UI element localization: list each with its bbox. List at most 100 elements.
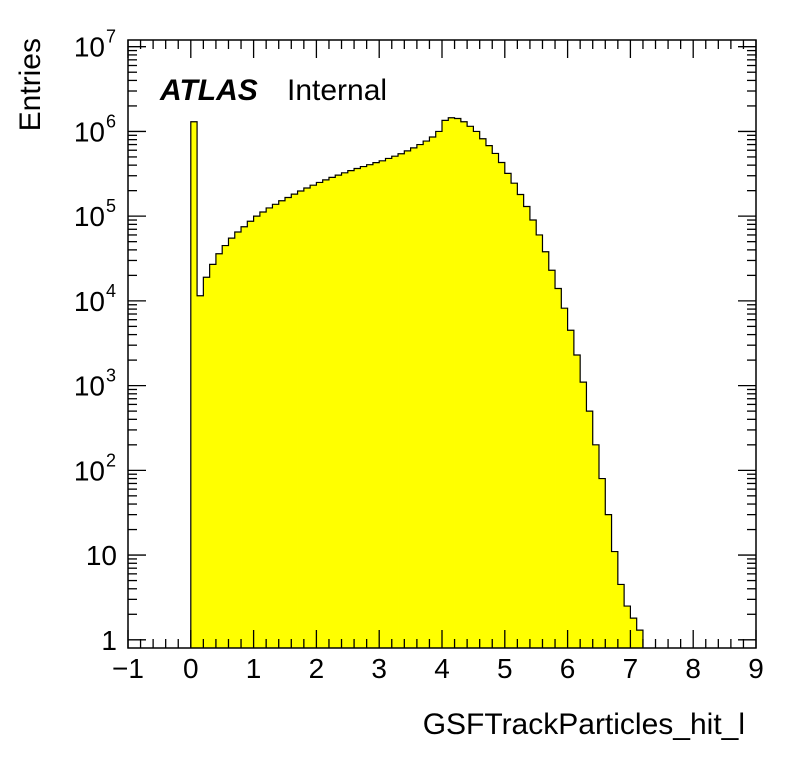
- x-tick-label: −1: [112, 653, 144, 684]
- histogram-bin: [448, 117, 455, 648]
- y-tick-base: 10: [74, 201, 105, 232]
- histogram-bin: [479, 138, 487, 648]
- histogram-bin: [222, 245, 229, 648]
- histogram-bin: [404, 150, 411, 648]
- histogram-bin: [599, 478, 606, 648]
- y-tick-label: 10: [86, 540, 117, 571]
- histogram-bin: [209, 264, 217, 648]
- x-tick-labels: −1 0 1 2 3 4 5 6 7 8 9: [112, 653, 764, 684]
- histogram-bin: [278, 200, 286, 649]
- histogram-bin: [247, 221, 254, 648]
- histogram-bin: [636, 630, 644, 648]
- histogram-bin: [259, 211, 267, 648]
- y-tick-label: 1: [101, 625, 117, 656]
- axis-ticks: [127, 40, 757, 648]
- histogram-bin: [372, 162, 380, 648]
- histogram-bin: [567, 330, 575, 648]
- x-tick-label: 8: [685, 653, 701, 684]
- y-tick-label: 10 3: [74, 366, 116, 402]
- plot-frame: [127, 39, 757, 649]
- histogram-bin: [310, 185, 317, 648]
- histogram-bin: [555, 288, 562, 648]
- y-tick-exponent: 2: [106, 450, 116, 470]
- histogram-bin: [379, 160, 386, 648]
- y-tick-label: 10 5: [74, 196, 116, 232]
- histogram-bin: [253, 216, 261, 648]
- y-tick-exponent: 3: [106, 366, 116, 386]
- y-tick-exponent: 6: [106, 111, 116, 131]
- histogram-bin: [398, 153, 405, 648]
- histogram-bin: [285, 197, 292, 648]
- histogram-bin: [197, 295, 204, 648]
- histogram-bin: [580, 382, 587, 648]
- y-tick-label: 10 4: [74, 281, 116, 317]
- x-tick-label: 4: [434, 653, 450, 684]
- histogram-bin: [624, 606, 631, 648]
- histogram-bin: [617, 584, 625, 648]
- y-tick-exponent: 7: [106, 27, 116, 47]
- histogram-bin: [630, 618, 638, 648]
- histogram-bin: [467, 126, 474, 648]
- histogram-bin: [215, 253, 223, 648]
- histogram-bin: [435, 131, 443, 649]
- histogram-bin: [536, 234, 543, 648]
- y-tick-base: 10: [74, 371, 105, 402]
- atlas-label: ATLAS: [159, 74, 258, 107]
- histogram-bin: [605, 514, 612, 648]
- histogram-bin: [391, 156, 399, 649]
- histogram-bin: [303, 187, 311, 649]
- histogram-bin: [523, 206, 531, 648]
- histogram-bin: [592, 444, 600, 648]
- histogram-bin: [498, 162, 506, 649]
- histogram-bin: [492, 153, 499, 648]
- histogram-bin: [517, 194, 525, 648]
- histogram-bin: [203, 277, 211, 648]
- histogram-bin: [190, 121, 198, 649]
- histogram-bins: [190, 117, 644, 649]
- histogram-bin: [291, 194, 298, 648]
- histogram-bin: [366, 164, 374, 648]
- histogram-bin: [529, 220, 537, 648]
- histogram-bin: [354, 168, 361, 648]
- x-tick-label: 9: [748, 653, 764, 684]
- histogram-bin: [423, 141, 430, 649]
- histogram-bin: [341, 172, 349, 648]
- histogram-bin: [573, 354, 581, 648]
- histogram-bin: [297, 191, 305, 648]
- x-tick-label: 2: [309, 653, 325, 684]
- x-tick-label: 3: [371, 653, 387, 684]
- x-tick-label: 1: [246, 653, 262, 684]
- histogram-bin: [410, 147, 418, 649]
- y-tick-base: 10: [74, 116, 105, 147]
- histogram-bin: [316, 182, 324, 648]
- y-axis-label: Entries: [14, 38, 47, 131]
- histogram-bin: [234, 232, 242, 648]
- histogram-bin: [460, 121, 468, 649]
- y-tick-label: 10 6: [74, 111, 116, 147]
- histogram-bin: [442, 120, 449, 649]
- histogram-bin: [548, 270, 556, 648]
- x-tick-label: 7: [623, 653, 639, 684]
- x-tick-label: 0: [183, 653, 199, 684]
- histogram-bin: [322, 179, 330, 648]
- y-tick-base: 10: [74, 32, 105, 63]
- histogram-bin: [586, 411, 594, 648]
- histogram-bin: [328, 177, 336, 648]
- histogram-bin: [266, 207, 273, 648]
- histogram-bin: [385, 158, 393, 648]
- histogram-bin: [347, 170, 355, 648]
- histogram-bin: [416, 144, 424, 649]
- y-tick-label: 10 7: [74, 27, 116, 63]
- y-tick-exponent: 5: [106, 196, 116, 216]
- y-tick-base: 10: [74, 286, 105, 317]
- y-tick-exponent: 4: [106, 281, 116, 301]
- histogram-bin: [241, 226, 248, 649]
- histogram-bin: [511, 183, 518, 648]
- histogram-bin: [454, 118, 462, 648]
- histogram-bin: [561, 308, 568, 648]
- y-tick-base: 10: [74, 455, 105, 486]
- histogram-bin: [335, 175, 342, 648]
- histogram-bin: [360, 166, 368, 649]
